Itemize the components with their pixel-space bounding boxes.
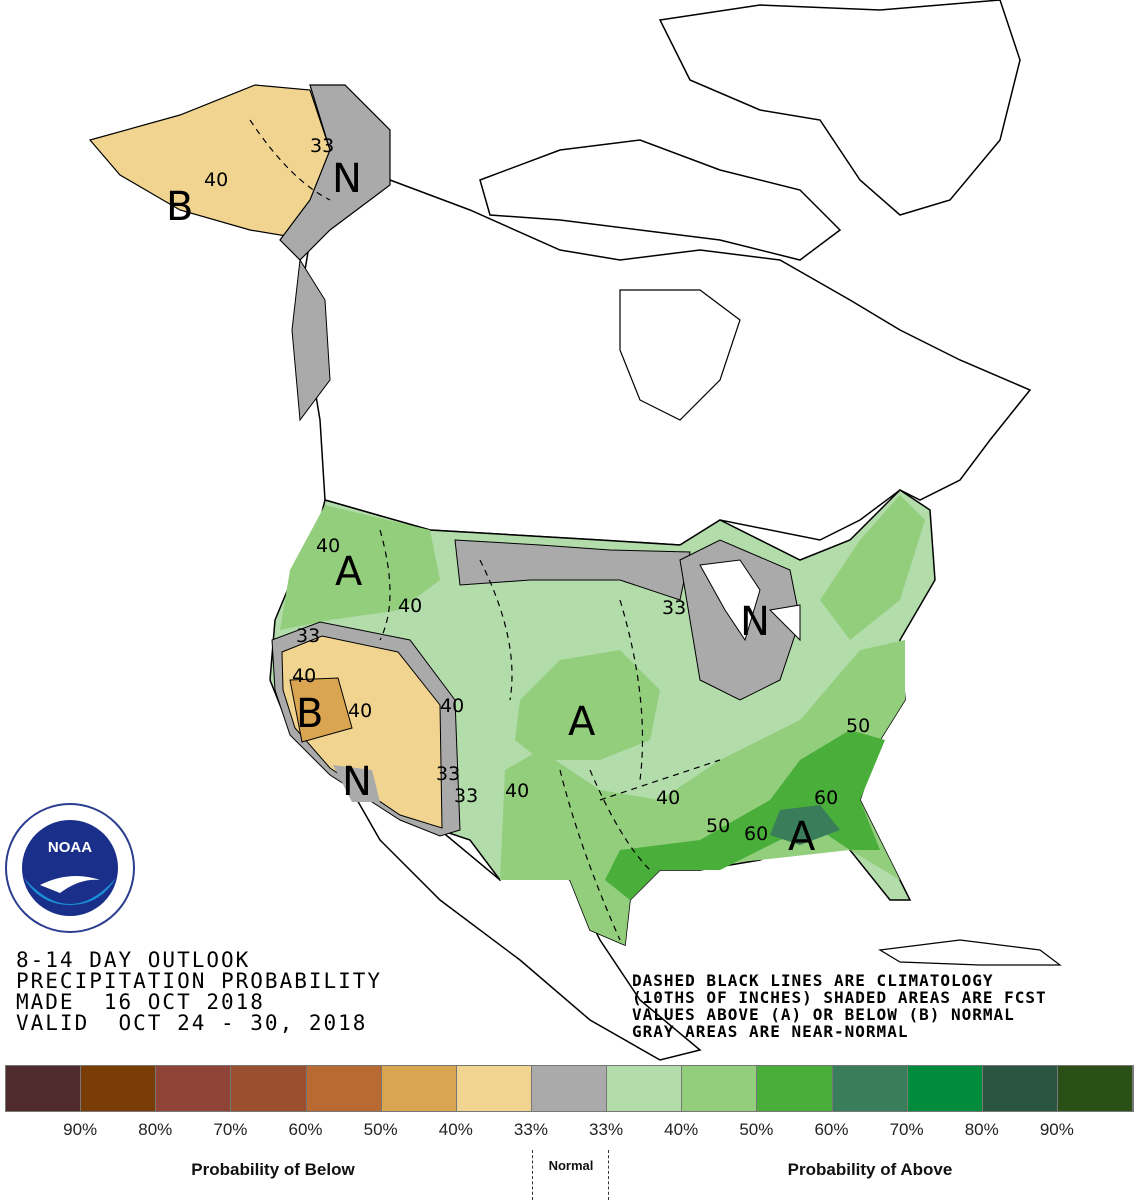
legend-tick-label: 33% (589, 1120, 624, 1139)
title-block: 8-14 DAY OUTLOOK PRECIPITATION PROBABILIT… (16, 950, 382, 1034)
legend-swatch (306, 1066, 382, 1111)
panhandle-near-normal (291, 258, 331, 422)
above-caption: Probability of Above (787, 1160, 953, 1179)
contour-label: 40 (505, 780, 529, 802)
legend-tick-label: 80% (964, 1120, 999, 1139)
label-socal-N: N (342, 759, 372, 805)
contour-label: 40 (204, 169, 228, 191)
contour-label: 40 (292, 665, 316, 687)
legend-tick-label: 90% (1039, 1120, 1074, 1139)
note-line: (10THS OF INCHES) SHADED AREAS ARE FCST (632, 988, 1047, 1007)
legend-swatch (6, 1066, 82, 1111)
legend-tick-label: 60% (814, 1120, 849, 1139)
contour-label: 40 (348, 700, 372, 722)
label-gulf-A: A (788, 814, 816, 860)
normal-divider-left (532, 1150, 533, 1200)
note-line: VALUES ABOVE (A) OR BELOW (B) NORMAL (632, 1005, 1015, 1024)
label-plains-A: A (568, 699, 596, 745)
note-block: DASHED BLACK LINES ARE CLIMATOLOGY (10THS… (632, 972, 1047, 1040)
legend-tick-label: 70% (889, 1120, 924, 1139)
legend-tick-label: 50% (739, 1120, 774, 1139)
contour-label: 60 (744, 823, 768, 845)
alaska-below-40 (88, 84, 331, 241)
contour-label: 33 (310, 135, 334, 157)
normal-caption: Normal (548, 1158, 594, 1173)
california-below-50 (289, 677, 353, 743)
title-line: PRECIPITATION PROBABILITY (16, 969, 383, 993)
legend-tick-label: 50% (363, 1120, 398, 1139)
gulf-above-60 (770, 805, 840, 845)
hudson-bay (619, 289, 741, 421)
contour-label: 50 (706, 815, 730, 837)
contour-label: 40 (398, 595, 422, 617)
pnw-above-40 (280, 505, 440, 630)
legend-swatch (381, 1066, 457, 1111)
legend-tick-label: 70% (213, 1120, 248, 1139)
legend-swatch (1057, 1066, 1134, 1111)
contour-label: 40 (316, 535, 340, 557)
climatology-contours (249, 119, 721, 941)
legend-swatch (81, 1066, 157, 1111)
legend-swatch (982, 1066, 1058, 1111)
legend-swatch (456, 1066, 532, 1111)
noaa-logo: NOAA (5, 803, 135, 933)
color-legend (5, 1065, 1134, 1112)
legend-swatch (757, 1066, 833, 1111)
greenland (658, 0, 1021, 216)
contour-label: 33 (662, 597, 686, 619)
label-alaska-B: B (166, 184, 193, 230)
contour-label: 60 (814, 787, 838, 809)
contour-label: 40 (656, 787, 680, 809)
contour-label: 40 (440, 695, 464, 717)
south-above-40 (500, 640, 905, 945)
northplains-near-normal (454, 539, 691, 601)
logo-text: NOAA (48, 839, 92, 856)
legend-swatch (682, 1066, 758, 1111)
map-letter-labels: B N A B N A N A (166, 156, 816, 860)
socal-near-normal (333, 765, 380, 802)
legend-swatch (907, 1066, 983, 1111)
legend-swatch (156, 1066, 232, 1111)
label-west-B: B (296, 691, 323, 737)
arctic-islands (479, 139, 842, 261)
legend-tick-label: 33% (513, 1120, 548, 1139)
alaska-near-normal (279, 84, 391, 261)
below-caption: Probability of Below (191, 1160, 355, 1179)
great-lakes-water (699, 559, 801, 642)
made-date: MADE 16 OCT 2018 (16, 990, 265, 1014)
plains-above-40 (515, 650, 660, 760)
legend-swatch (607, 1066, 683, 1111)
label-alaska-N: N (332, 156, 362, 202)
legend-tick-label: 40% (664, 1120, 699, 1139)
note-line: DASHED BLACK LINES ARE CLIMATOLOGY (632, 971, 994, 990)
map-contour-labels: 33 40 40 40 40 40 33 33 33 40 40 40 33 5… (204, 135, 870, 845)
contour-label: 33 (436, 763, 460, 785)
legend-swatch (531, 1066, 608, 1111)
legend-swatch (832, 1066, 908, 1111)
note-line: GRAY AREAS ARE NEAR-NORMAL (632, 1022, 909, 1041)
label-nw-A: A (335, 549, 363, 595)
valid-dates: VALID OCT 24 - 30, 2018 (16, 1011, 368, 1035)
contour-label: 33 (296, 625, 320, 647)
legend-tick-label: 40% (438, 1120, 473, 1139)
legend-tick-label: 90% (63, 1120, 98, 1139)
legend-tick-label: 60% (288, 1120, 323, 1139)
label-lakes-N: N (740, 599, 770, 645)
title-line: 8-14 DAY OUTLOOK (16, 948, 251, 972)
legend-swatch (231, 1066, 307, 1111)
contour-label: 50 (846, 715, 870, 737)
cuba (878, 939, 1062, 966)
contour-label: 33 (454, 785, 478, 807)
east-above-40 (820, 495, 925, 640)
southeast-above-50 (605, 730, 885, 900)
normal-divider-right (608, 1150, 609, 1200)
legend-tick-label: 80% (138, 1120, 173, 1139)
